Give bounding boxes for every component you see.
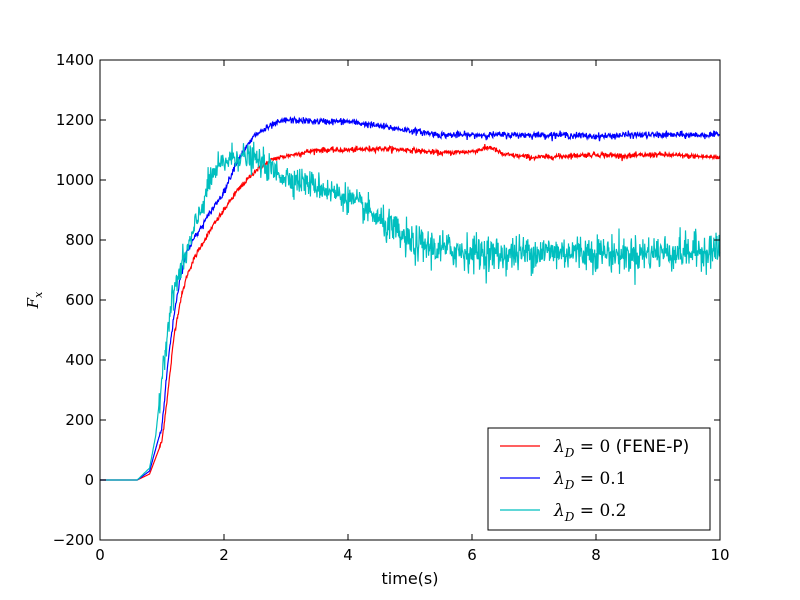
series-layer	[100, 115, 721, 481]
y-tick-label: 600	[65, 291, 94, 309]
y-tick-label: 800	[65, 231, 94, 249]
y-tick-label: 0	[84, 471, 94, 489]
y-tick-label: 1000	[56, 171, 94, 189]
x-axis-label: time(s)	[382, 569, 439, 588]
y-tick-label: 200	[65, 411, 94, 429]
x-tick-label: 0	[95, 546, 105, 564]
x-tick-label: 8	[591, 546, 601, 564]
series-line-1	[100, 144, 721, 481]
y-tick-label: 400	[65, 351, 94, 369]
series-line-3	[100, 141, 721, 481]
y-tick-label: −200	[53, 531, 94, 549]
legend-entry-label: λD = 0.2	[553, 501, 627, 524]
x-tick-label: 6	[467, 546, 477, 564]
legend-box	[487, 427, 711, 531]
x-tick-label: 4	[343, 546, 353, 564]
x-tick-label: 2	[219, 546, 229, 564]
y-tick-label: 1200	[56, 111, 94, 129]
legend-entry-label: λD = 0 (FENE-P)	[553, 437, 689, 460]
x-tick-label: 10	[710, 546, 729, 564]
legend-entry-label: λD = 0.1	[553, 469, 627, 492]
series-line-2	[100, 115, 721, 481]
y-tick-label: 1400	[56, 51, 94, 69]
legend: λD = 0 (FENE-P) λD = 0.1 λD = 0.2	[487, 427, 711, 531]
